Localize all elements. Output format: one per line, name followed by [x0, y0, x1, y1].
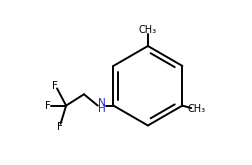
Text: N: N — [98, 98, 106, 108]
Text: CH₃: CH₃ — [139, 25, 157, 35]
Text: CH₃: CH₃ — [187, 104, 205, 114]
Text: F: F — [52, 81, 58, 91]
Text: H: H — [98, 104, 106, 114]
Text: F: F — [57, 122, 62, 132]
Text: F: F — [45, 101, 51, 111]
